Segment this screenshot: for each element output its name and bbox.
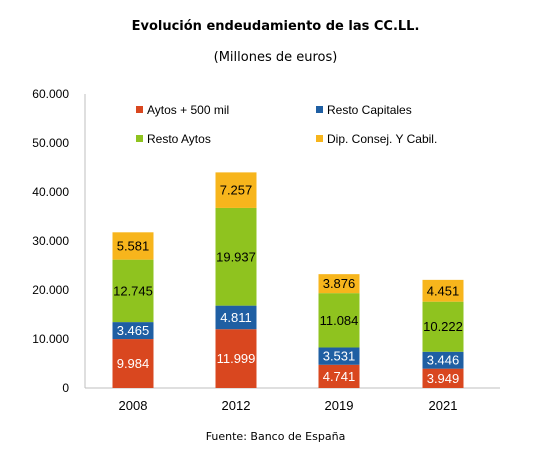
data-label: 12.745 — [113, 283, 153, 298]
legend-label: Resto Aytos — [147, 132, 211, 146]
x-tick-label: 2012 — [222, 398, 251, 413]
bar-2019-1 — [318, 347, 360, 365]
data-label: 19.937 — [216, 249, 256, 264]
y-tick-label: 30.000 — [32, 234, 69, 248]
data-label: 11.084 — [320, 313, 359, 328]
y-tick-label: 40.000 — [32, 185, 69, 199]
bar-2019-0 — [318, 364, 360, 388]
data-label: 5.581 — [117, 238, 150, 253]
x-tick-label: 2021 — [429, 398, 458, 413]
y-tick-label: 60.000 — [32, 87, 69, 101]
data-label: 9.984 — [117, 356, 150, 371]
data-label: 4.451 — [427, 283, 460, 298]
legend-swatch — [136, 106, 143, 113]
legend-swatch — [316, 135, 323, 142]
bar-2021-1 — [422, 351, 464, 369]
bar-2021-2 — [422, 301, 464, 352]
data-label: 4.811 — [220, 310, 252, 325]
legend-label: Dip. Consej. Y Cabil. — [327, 132, 438, 146]
bar-2008-3 — [112, 232, 154, 260]
data-label: 3.531 — [323, 349, 356, 364]
x-tick-label: 2019 — [325, 398, 354, 413]
bar-2012-1 — [215, 305, 257, 330]
legend-item: Resto Aytos — [136, 132, 211, 146]
legend-item: Resto Capitales — [316, 103, 412, 117]
bar-2008-1 — [112, 322, 154, 340]
bar-2008-2 — [112, 259, 154, 323]
bar-2019-2 — [318, 293, 360, 348]
legend-swatch — [316, 106, 323, 113]
data-label: 7.257 — [220, 183, 253, 198]
chart-source: Fuente: Banco de España — [205, 430, 346, 443]
legend-swatch — [136, 135, 143, 142]
data-label: 3.446 — [427, 353, 460, 368]
y-tick-label: 50.000 — [32, 136, 69, 150]
legend-label: Resto Capitales — [327, 103, 412, 117]
bar-2012-2 — [215, 207, 257, 306]
chart-title: Evolución endeudamiento de las CC.LL. — [131, 19, 420, 34]
chart-subtitle: (Millones de euros) — [213, 50, 338, 65]
legend-label: Aytos + 500 mil — [147, 103, 230, 117]
data-label: 3.465 — [117, 323, 150, 338]
data-label: 3.876 — [323, 276, 356, 291]
y-tick-label: 20.000 — [32, 283, 69, 297]
bar-2012-3 — [215, 172, 257, 208]
legend-item: Dip. Consej. Y Cabil. — [316, 132, 437, 146]
data-label: 3.949 — [427, 371, 460, 386]
legend-item: Aytos + 500 mil — [136, 103, 229, 117]
bar-2008-0 — [112, 339, 154, 388]
bar-2021-0 — [422, 368, 464, 388]
y-tick-label: 10.000 — [32, 332, 69, 346]
data-label: 11.999 — [217, 351, 256, 366]
data-label: 10.222 — [423, 319, 463, 334]
bar-2012-0 — [215, 329, 257, 388]
bar-2019-3 — [318, 274, 360, 294]
data-label: 4.741 — [323, 369, 356, 384]
bar-2021-3 — [422, 279, 464, 302]
x-tick-label: 2008 — [119, 398, 148, 413]
y-tick-label: 0 — [62, 381, 69, 395]
